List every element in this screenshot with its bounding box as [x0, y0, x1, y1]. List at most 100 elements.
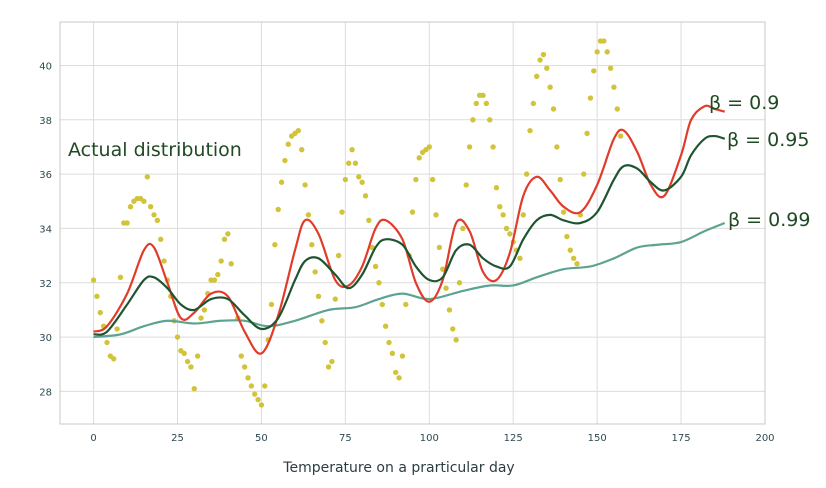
- y-tick-label: 28: [39, 387, 52, 398]
- data-point: [268, 301, 275, 308]
- x-tick-label: 200: [755, 433, 774, 444]
- data-point: [416, 155, 422, 161]
- y-tick-label: 38: [39, 116, 52, 127]
- data-point: [574, 261, 580, 267]
- data-point: [617, 133, 624, 139]
- data-point: [158, 236, 164, 242]
- data-point: [335, 252, 342, 259]
- data-point: [332, 296, 338, 302]
- data-point: [560, 209, 567, 215]
- data-point: [124, 220, 130, 226]
- data-point: [497, 204, 503, 210]
- data-point: [325, 364, 332, 370]
- data-point: [372, 263, 379, 270]
- data-point: [570, 255, 577, 262]
- x-tick-labels: 0 25 50 75 100 125 150 175 200: [90, 433, 774, 444]
- data-point: [319, 318, 325, 324]
- data-point: [470, 117, 476, 123]
- y-tick-label: 34: [39, 224, 52, 235]
- annotation-beta-0-99: β = 0.99: [728, 209, 810, 231]
- data-point: [530, 100, 537, 107]
- data-point: [614, 106, 620, 112]
- data-point: [349, 146, 355, 153]
- data-point: [409, 209, 416, 215]
- data-point: [201, 307, 208, 313]
- data-point: [329, 358, 335, 365]
- data-point: [258, 402, 265, 408]
- y-tick-label: 40: [39, 61, 52, 72]
- data-point: [527, 127, 533, 134]
- data-point: [262, 383, 268, 389]
- data-point: [174, 334, 181, 340]
- data-point: [436, 244, 443, 251]
- data-point: [607, 65, 614, 71]
- data-point: [315, 293, 322, 300]
- data-point: [450, 326, 456, 332]
- data-point: [346, 160, 352, 166]
- data-point: [523, 171, 530, 177]
- data-point: [440, 266, 446, 272]
- data-point: [466, 144, 473, 150]
- data-point: [161, 258, 167, 264]
- annotation-beta-0-95: β = 0.95: [727, 129, 809, 151]
- data-point: [272, 242, 278, 248]
- series-line-beta-0-95: [93, 134, 726, 336]
- x-tick-label: 175: [672, 433, 691, 444]
- data-point: [352, 160, 359, 166]
- y-tick-labels: 28 30 32 34 36 38 40: [39, 61, 52, 398]
- data-point: [184, 358, 191, 365]
- data-point: [604, 49, 610, 55]
- series-line-beta-0-99: [93, 221, 726, 339]
- data-point: [194, 353, 201, 359]
- data-point: [507, 231, 513, 237]
- data-point: [90, 277, 97, 283]
- data-point: [111, 356, 117, 362]
- data-point: [104, 339, 110, 346]
- data-point: [453, 337, 459, 343]
- data-point: [534, 73, 540, 80]
- data-point: [487, 117, 493, 123]
- data-point: [339, 209, 345, 215]
- data-point: [228, 261, 234, 267]
- x-tick-label: 100: [420, 433, 439, 444]
- data-point: [379, 301, 385, 308]
- data-point: [141, 198, 147, 204]
- data-point: [500, 212, 506, 218]
- data-point: [312, 269, 318, 275]
- data-point: [362, 193, 369, 199]
- data-point: [389, 350, 396, 357]
- series-line-beta-0-9: [93, 104, 726, 355]
- data-point: [483, 100, 490, 107]
- data-point: [554, 144, 560, 150]
- data-point: [446, 307, 453, 313]
- data-point: [221, 236, 228, 242]
- smoothed-lines: [93, 104, 726, 355]
- data-point: [460, 225, 466, 232]
- data-point: [591, 68, 597, 74]
- data-point: [127, 204, 134, 210]
- data-point: [151, 212, 157, 218]
- x-tick-label: 150: [588, 433, 607, 444]
- gridlines: [60, 22, 766, 424]
- data-point: [181, 350, 187, 357]
- data-point: [456, 280, 463, 286]
- x-tick-label: 25: [171, 433, 184, 444]
- data-point: [255, 396, 261, 403]
- data-point: [601, 38, 607, 44]
- data-point: [403, 301, 409, 308]
- annotation-actual-distribution: Actual distribution: [68, 139, 242, 161]
- data-point: [382, 323, 389, 329]
- data-point: [413, 176, 419, 183]
- data-point: [188, 364, 194, 370]
- data-point: [503, 225, 510, 232]
- data-point: [154, 217, 161, 223]
- data-point: [517, 255, 523, 262]
- x-tick-label: 0: [90, 433, 96, 444]
- data-point: [245, 375, 251, 381]
- data-point: [564, 233, 570, 240]
- data-point: [393, 369, 399, 376]
- data-point: [547, 84, 553, 90]
- data-point: [396, 375, 402, 381]
- x-tick-label: 125: [504, 433, 523, 444]
- data-point: [557, 176, 563, 183]
